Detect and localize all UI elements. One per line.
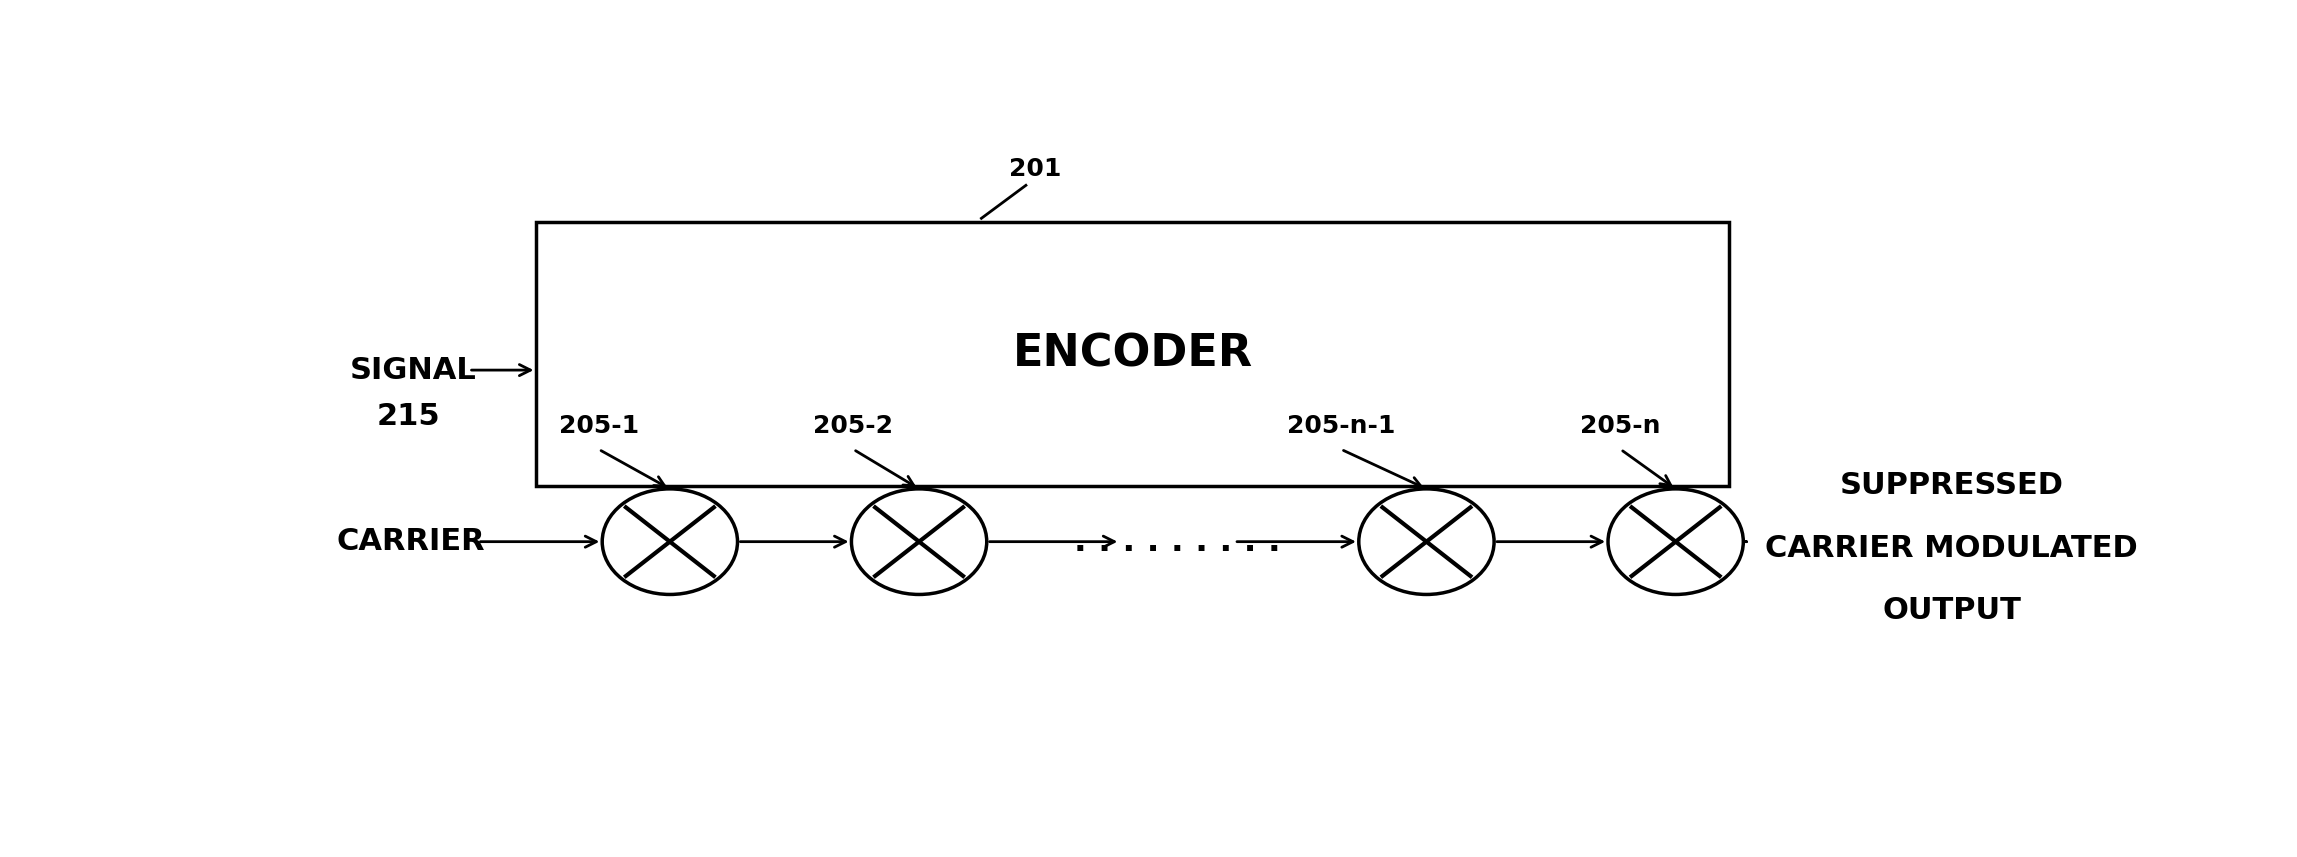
Text: SIGNAL: SIGNAL — [349, 356, 475, 385]
Text: OUTPUT: OUTPUT — [1881, 596, 2021, 626]
Text: SUPPRESSED: SUPPRESSED — [1840, 471, 2063, 500]
Text: ENCODER: ENCODER — [1013, 333, 1252, 375]
Bar — [537, 222, 1730, 486]
Text: 215: 215 — [377, 402, 441, 431]
Text: 205-1: 205-1 — [558, 414, 639, 438]
Text: . . . . . . . . .: . . . . . . . . . — [1075, 525, 1279, 558]
Ellipse shape — [602, 488, 737, 595]
Ellipse shape — [1608, 488, 1743, 595]
Ellipse shape — [852, 488, 988, 595]
Text: 201: 201 — [1008, 157, 1061, 181]
Text: 205-n-1: 205-n-1 — [1286, 414, 1394, 438]
Text: 205-n: 205-n — [1580, 414, 1661, 438]
Text: CARRIER: CARRIER — [338, 527, 485, 556]
Ellipse shape — [1360, 488, 1493, 595]
Text: CARRIER MODULATED: CARRIER MODULATED — [1764, 534, 2139, 563]
Text: 205-2: 205-2 — [813, 414, 894, 438]
